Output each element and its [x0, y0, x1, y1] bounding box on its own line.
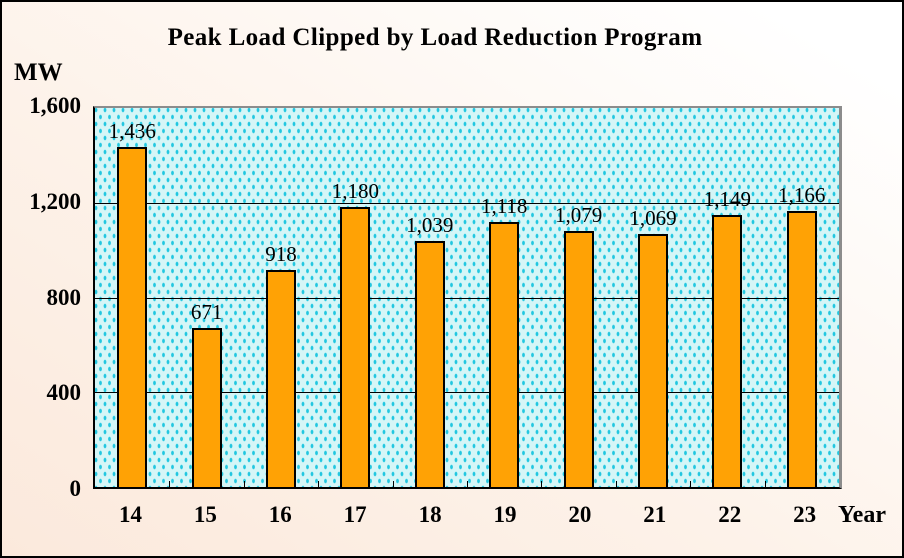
x-axis-tick-label: 17: [343, 502, 367, 527]
gridline: [95, 392, 839, 394]
category-tick: [392, 481, 394, 487]
x-axis-labels: 14 15 16 17 18 19 20 21 22 23: [93, 502, 842, 528]
y-axis-tick-label: 1,200: [29, 189, 81, 214]
bar: [786, 211, 817, 487]
x-axis-tick-label: 19: [493, 502, 517, 527]
category-tick: [318, 481, 320, 487]
bar-value-label: 1,180: [331, 179, 380, 203]
bar: [712, 215, 743, 487]
category-tick: [615, 481, 617, 487]
category-tick: [541, 481, 543, 487]
y-axis-tick-label: 400: [46, 380, 82, 405]
bar-value-label: 1,436: [108, 119, 156, 143]
x-axis-title: Year: [838, 502, 886, 528]
gridline: [95, 297, 839, 299]
y-axis-tick-label: 0: [69, 476, 82, 501]
x-axis-tick-label: 20: [568, 502, 592, 527]
category-tick: [690, 481, 692, 487]
x-axis-tick-label: 21: [643, 502, 667, 527]
bar: [414, 241, 445, 487]
y-axis-tick-label: 1,600: [29, 93, 81, 118]
x-axis-tick-label: 16: [268, 502, 292, 527]
y-axis-tick-label: 800: [46, 285, 82, 310]
bar-value-label: 1,149: [703, 187, 752, 211]
y-axis-labels: 0 400 800 1,200 1,600: [2, 2, 81, 556]
bar: [340, 207, 371, 487]
bar: [563, 231, 594, 487]
x-axis-tick-label: 22: [718, 502, 742, 527]
bar-value-label: 1,118: [480, 194, 528, 218]
category-tick: [243, 481, 245, 487]
category-tick: [764, 481, 766, 487]
bar: [191, 328, 222, 487]
bar: [117, 147, 148, 487]
bar-value-label: 1,079: [554, 203, 603, 227]
bar-value-label: 1,166: [778, 183, 826, 207]
category-tick: [467, 481, 468, 487]
gridline: [95, 202, 839, 204]
bar-value-label: 671: [190, 300, 223, 324]
x-axis-tick-label: 14: [118, 502, 142, 527]
bar-value-label: 1,039: [406, 213, 454, 237]
bar-value-label: 918: [265, 242, 297, 266]
bar: [638, 234, 668, 487]
x-axis-tick-label: 15: [193, 502, 217, 527]
x-axis-tick-label: 18: [418, 502, 442, 527]
chart-title: Peak Load Clipped by Load Reduction Prog…: [167, 24, 703, 51]
bar: [489, 222, 520, 487]
x-axis-tick-label: 23: [793, 502, 817, 527]
bar: [266, 270, 296, 487]
category-tick: [169, 481, 171, 487]
plot-area: 1,436 671 918 1,180 1,039 1,118 1,079 1,069 1,14…: [93, 106, 842, 489]
y-axis-unit-label: MW: [14, 59, 63, 86]
bar-value-label: 1,069: [629, 206, 677, 230]
